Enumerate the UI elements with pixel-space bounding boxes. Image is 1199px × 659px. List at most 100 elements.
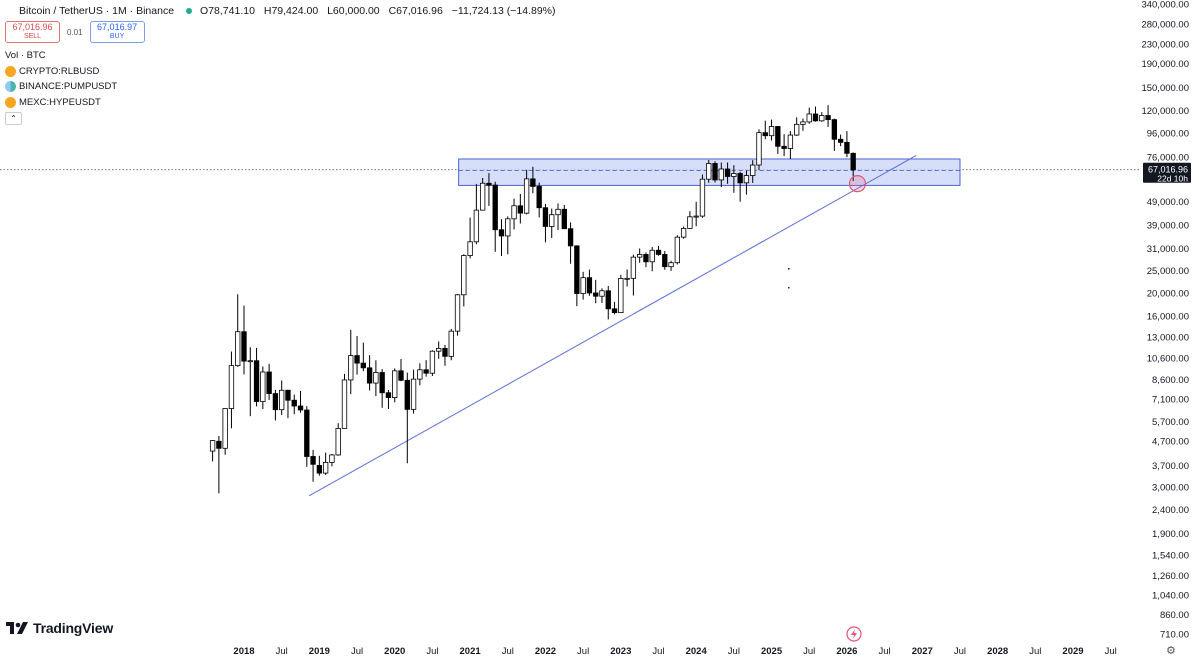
coin-icon (5, 96, 16, 108)
candle-body (379, 372, 385, 394)
tradingview-logo[interactable]: TradingView (6, 620, 113, 636)
candle (423, 360, 429, 377)
x-axis-tick-label: Jul (276, 646, 288, 657)
close-value: C67,016.96 (388, 5, 443, 17)
candle (731, 165, 737, 193)
candle (687, 211, 693, 229)
ascending-trendline (308, 155, 917, 497)
candle-body (467, 241, 473, 256)
collapse-legend-button[interactable]: ⌃ (5, 112, 22, 125)
candle-body (486, 182, 492, 186)
x-axis-tick-label: 2027 (912, 646, 933, 657)
x-axis-tick-label: Jul (652, 646, 664, 657)
candle (410, 369, 417, 414)
candle-body (417, 369, 423, 380)
y-axis-tick-label: 150,000.00 (1141, 83, 1189, 94)
x-axis-tick-label: 2029 (1062, 646, 1083, 657)
candle-body (624, 277, 630, 280)
candle (555, 203, 561, 230)
candle-body (341, 379, 348, 429)
high-value: H79,424.00 (263, 5, 319, 17)
candle-body (266, 371, 272, 394)
compare-symbol-label: BINANCE:PUMPUSDT (19, 81, 118, 93)
candle (473, 183, 480, 245)
compare-symbol-pumpusdt[interactable]: BINANCE:PUMPUSDT (5, 79, 117, 95)
candle-body (523, 178, 530, 214)
candle (448, 328, 454, 361)
compare-symbol-rlbusd[interactable]: CRYPTO:RLBUSD (5, 64, 117, 80)
candle (505, 216, 511, 255)
volume-study[interactable]: Vol · BTC (5, 48, 117, 64)
chevron-up-icon: ⌃ (10, 114, 17, 123)
buy-button[interactable]: 67,016.97 BUY (89, 21, 145, 43)
candle (668, 260, 674, 271)
compare-symbol-label: CRYPTO:RLBUSD (19, 65, 100, 77)
buy-label: BUY (109, 33, 125, 40)
candle-body (831, 119, 838, 140)
candle-body (593, 292, 599, 297)
candle-body (687, 216, 693, 229)
candle (341, 373, 348, 429)
x-axis-tick-label: 2018 (233, 646, 254, 657)
compare-symbol-hypeusdt[interactable]: MEXC:HYPEUSDT (5, 95, 117, 111)
x-axis-tick-label: 2021 (460, 646, 482, 657)
candle-body (479, 182, 486, 211)
y-axis-tick-label: 4,700.00 (1152, 437, 1189, 448)
y-axis-tick-label: 31,000.00 (1147, 244, 1189, 255)
candle-body (235, 331, 241, 367)
candle-body (837, 138, 844, 143)
candle (335, 423, 341, 456)
coin-icon (5, 65, 16, 77)
studies-list: Vol · BTC CRYPTO:RLBUSD BINANCE:PUMPUSDT… (5, 48, 117, 125)
candle (291, 394, 297, 415)
candle-body (530, 178, 536, 187)
y-axis-tick-label: 230,000.00 (1141, 39, 1189, 50)
candle (461, 254, 467, 307)
candle (285, 389, 291, 419)
x-axis-tick-label: 2019 (309, 646, 330, 657)
candle (762, 120, 768, 140)
candle (712, 161, 718, 183)
candle (549, 208, 555, 239)
candle-body (693, 215, 699, 218)
candle-body (542, 207, 549, 227)
candle-body (768, 126, 775, 137)
gear-icon[interactable]: ⚙ (1166, 645, 1176, 657)
candle (737, 171, 743, 202)
candle-body (662, 254, 668, 268)
symbol-title[interactable]: Bitcoin / TetherUS · 1M · Binance (19, 5, 175, 17)
candle (304, 406, 310, 467)
candle-body (737, 173, 743, 184)
candle (586, 269, 593, 296)
candle (436, 341, 442, 359)
candle-body (850, 152, 856, 171)
candle-body (668, 262, 674, 268)
y-axis-tick-label: 10,600.00 (1147, 354, 1189, 365)
buy-price: 67,016.97 (97, 22, 138, 32)
low-value: L60,000.00 (327, 5, 380, 17)
candle (316, 455, 323, 476)
x-axis-tick-label: Jul (803, 646, 815, 657)
candle-body (599, 290, 605, 297)
candle (398, 359, 404, 382)
candle (819, 112, 825, 122)
x-axis-tick-label: Jul (351, 646, 363, 657)
candle-body (806, 113, 812, 123)
candle (385, 390, 392, 409)
candle-body (216, 440, 222, 449)
candle-body (706, 163, 712, 180)
candle-body (724, 168, 731, 177)
y-axis-tick-label: 39,000.00 (1147, 221, 1189, 232)
last-price-label: 67,016.96 (1148, 164, 1188, 174)
flash-news-icon[interactable] (846, 626, 862, 647)
candle (517, 193, 523, 224)
candle (636, 248, 643, 263)
candle (530, 166, 536, 194)
y-axis-tick-label: 1,540.00 (1152, 550, 1189, 561)
candle-body (366, 367, 373, 384)
candle-body (423, 369, 429, 374)
candle-body (762, 132, 768, 137)
annotation-dot (787, 286, 790, 289)
sell-button[interactable]: 67,016.96 SELL (5, 21, 60, 43)
